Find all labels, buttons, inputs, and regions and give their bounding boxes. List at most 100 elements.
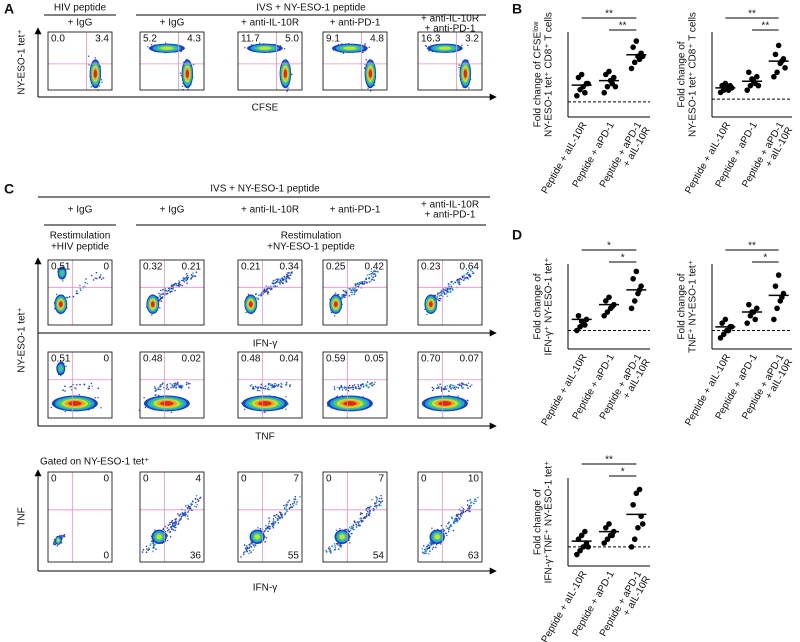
event-dot [179, 284, 182, 286]
event-dot [166, 292, 169, 295]
event-dot [172, 385, 175, 388]
event-dot [342, 52, 345, 54]
event-dot [429, 542, 431, 544]
data-point [604, 536, 611, 543]
event-dot [155, 389, 158, 391]
event-dot [192, 274, 194, 277]
event-dot [194, 501, 197, 504]
event-dot [153, 545, 155, 548]
data-point [775, 272, 782, 278]
event-dot [180, 384, 182, 387]
data-point [628, 305, 635, 312]
event-dot [172, 288, 174, 290]
event-dot [274, 279, 276, 281]
event-dot [460, 382, 463, 384]
event-dot [362, 517, 365, 519]
event-dot [375, 507, 378, 509]
event-dot [184, 277, 186, 279]
event-dot [426, 313, 428, 316]
event-dot [442, 388, 445, 390]
event-dot [279, 283, 281, 286]
event-dot [271, 386, 273, 389]
event-dot [169, 287, 171, 289]
event-dot [240, 556, 242, 558]
event-dot [341, 386, 344, 389]
event-dot [336, 386, 339, 389]
event-dot [325, 551, 328, 553]
event-dot [159, 388, 162, 391]
event-dot [286, 383, 288, 385]
event-dot [257, 298, 260, 300]
event-dot [438, 295, 441, 297]
event-dot [457, 513, 460, 516]
event-dot [371, 498, 373, 501]
event-dot [177, 284, 180, 287]
event-dot [180, 386, 183, 389]
event-dot [284, 276, 286, 279]
event-dot [425, 549, 427, 552]
event-dot [353, 289, 356, 291]
event-dot [454, 388, 457, 390]
event-dot [289, 274, 292, 276]
event-dot [457, 383, 459, 386]
event-dot [171, 383, 173, 386]
quadrant-value: 0.64 [460, 262, 480, 273]
event-dot [185, 383, 188, 386]
event-dot [181, 279, 183, 282]
event-dot [470, 269, 472, 272]
event-dot [195, 271, 198, 274]
event-dot [68, 296, 71, 298]
event-dot [466, 271, 469, 274]
event-dot [374, 381, 376, 384]
event-dot [272, 518, 275, 520]
event-dot [171, 522, 174, 525]
density-contour [57, 538, 60, 543]
event-dot [158, 292, 160, 295]
quadrant-value: 0.48 [143, 354, 163, 365]
event-dot [455, 386, 458, 389]
event-dot [369, 382, 371, 385]
data-point [725, 327, 732, 334]
event-dot [427, 553, 430, 555]
event-dot [440, 529, 442, 531]
event-dot [283, 48, 286, 50]
data-point [631, 536, 638, 543]
event-dot [182, 277, 185, 280]
data-point [601, 312, 607, 319]
event-dot [60, 374, 62, 377]
x-axis-label: CFSE [252, 103, 279, 114]
event-dot [161, 293, 164, 295]
quadrant-value: 0.23 [421, 262, 441, 273]
undefined: HIV peptide [54, 3, 107, 14]
event-dot [349, 288, 352, 290]
data-point [628, 65, 635, 72]
event-dot [144, 406, 147, 409]
event-dot [455, 515, 458, 517]
y-axis-label: Fold change of [677, 41, 688, 107]
data-point [749, 76, 755, 82]
event-dot [100, 274, 102, 276]
column-label: + anti-IL-10R [241, 18, 299, 29]
event-dot [262, 387, 265, 390]
event-dot [365, 512, 368, 515]
event-dot [275, 513, 278, 516]
y-axis-label: Fold change of CFSEˡᵒʷ [533, 21, 544, 127]
event-dot [460, 511, 463, 513]
event-dot [155, 548, 157, 550]
event-dot [445, 293, 448, 295]
event-dot [373, 383, 375, 386]
event-dot [359, 517, 361, 520]
event-dot [256, 389, 259, 392]
event-dot [174, 382, 177, 384]
event-dot [457, 517, 460, 519]
event-dot [458, 281, 461, 284]
event-dot [458, 283, 461, 286]
event-dot [274, 281, 277, 284]
significance-label: * [607, 241, 611, 252]
event-dot [449, 288, 452, 290]
event-dot [154, 387, 157, 390]
event-dot [180, 515, 183, 518]
event-dot [83, 285, 86, 288]
event-dot [157, 388, 159, 391]
event-dot [173, 526, 176, 528]
